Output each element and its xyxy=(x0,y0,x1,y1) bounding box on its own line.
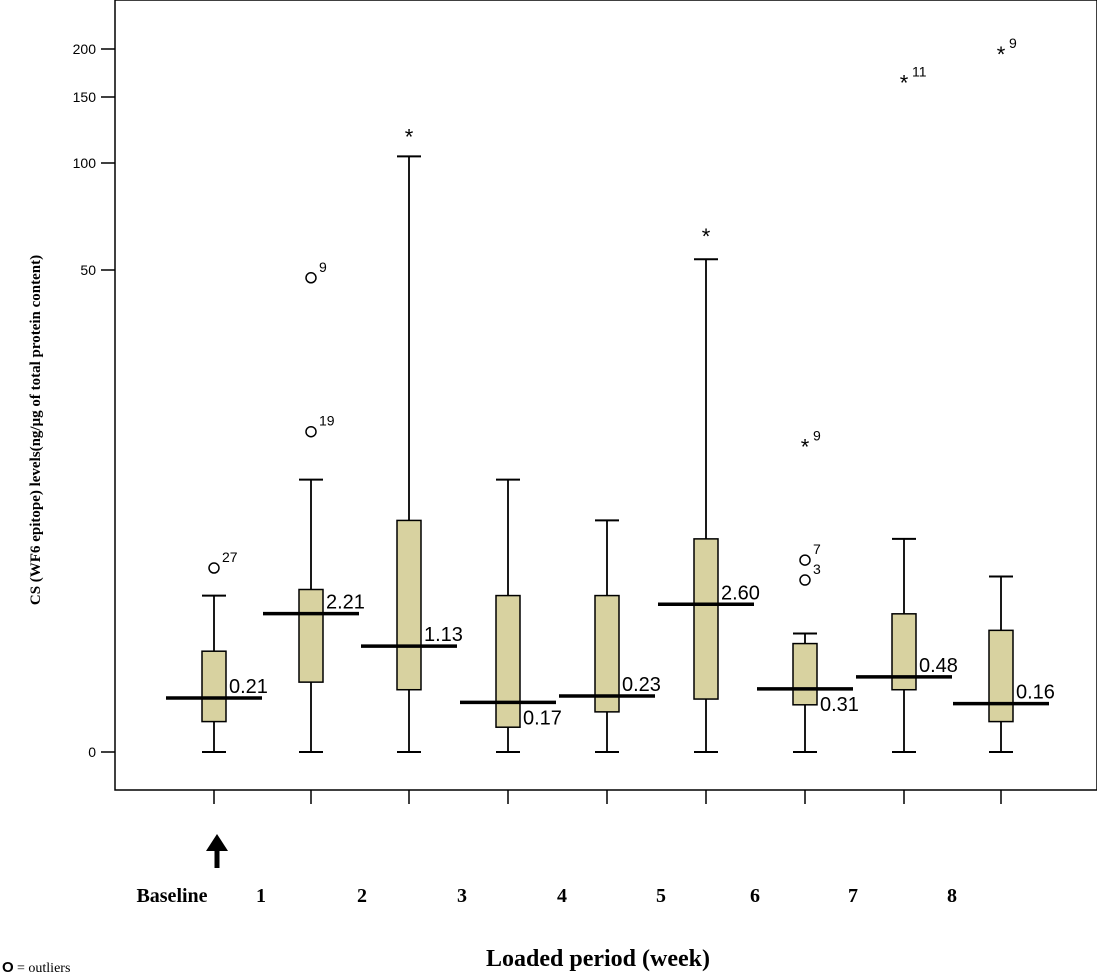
y-tick-label: 100 xyxy=(73,155,97,171)
category-label: 3 xyxy=(457,885,467,907)
x-axis-label: Loaded period (week) xyxy=(486,946,710,972)
y-tick-label: 200 xyxy=(73,41,97,57)
y-axis: 0 50 100 150 200 xyxy=(73,41,115,760)
category-label: 1 xyxy=(256,885,266,907)
box-iqr xyxy=(495,594,521,728)
median-label: 0.16 xyxy=(1016,682,1055,704)
category-label: 5 xyxy=(656,885,666,907)
box-iqr xyxy=(396,519,422,691)
x-axis xyxy=(213,790,1002,804)
median-label: 2.60 xyxy=(721,582,760,604)
outlier-label: 9 xyxy=(319,259,327,275)
category-label: 6 xyxy=(750,885,760,907)
y-axis-label: CS (WF6 epitope) levels(ng/μg of total p… xyxy=(28,255,44,605)
y-tick-label: 150 xyxy=(73,89,97,105)
box-group: 2.60 * xyxy=(658,224,760,753)
box-iqr xyxy=(298,588,324,683)
outlier-star: * xyxy=(801,434,810,459)
outlier-label: 11 xyxy=(912,64,927,80)
median-label: 0.48 xyxy=(919,655,958,677)
median-label: 0.23 xyxy=(622,674,661,696)
box-group: 0.31 * 9 7 3 xyxy=(757,427,859,753)
box-group: 0.21 27 xyxy=(166,549,268,753)
legend-outlier-text: = outliers xyxy=(17,961,70,975)
outlier-label: 3 xyxy=(813,561,821,577)
box-group: 0.23 xyxy=(559,519,661,753)
plot-frame xyxy=(114,0,1097,791)
median-label: 0.21 xyxy=(229,676,268,698)
category-label: 4 xyxy=(557,885,567,907)
box-iqr xyxy=(792,642,818,706)
outlier-star: * xyxy=(900,71,909,96)
outlier-circle xyxy=(305,272,317,284)
box-iqr xyxy=(988,629,1014,723)
outlier-circle xyxy=(799,574,811,586)
legend-outlier-symbol: O xyxy=(2,959,14,975)
outlier-circle xyxy=(305,425,317,438)
box-group: 0.48 * 11 xyxy=(856,64,958,753)
outlier-circle xyxy=(208,562,220,574)
box-iqr xyxy=(693,538,719,700)
outlier-star: * xyxy=(405,125,414,150)
outlier-label: 9 xyxy=(813,427,821,443)
outlier-label: 19 xyxy=(319,413,335,429)
median-label: 0.31 xyxy=(820,694,859,716)
outlier-star: * xyxy=(702,224,711,249)
category-label: 7 xyxy=(848,885,858,907)
box-iqr xyxy=(201,650,227,723)
baseline-arrow-icon xyxy=(206,834,228,868)
median-label: 0.17 xyxy=(523,707,562,729)
y-tick-label: 0 xyxy=(88,744,96,760)
box-group: 1.13 * xyxy=(361,125,463,753)
box-group: 0.17 xyxy=(460,478,562,753)
category-label: Baseline xyxy=(136,885,207,907)
outlier-label: 27 xyxy=(222,549,238,565)
legend-note: O = outliers xyxy=(2,959,70,975)
y-tick-label: 50 xyxy=(80,262,96,278)
median-label: 1.13 xyxy=(424,624,463,646)
box-group: 0.16 * 9 xyxy=(953,35,1055,753)
category-labels: Baseline 1 2 3 4 5 6 7 8 xyxy=(136,885,957,907)
median-label: 2.21 xyxy=(326,592,365,614)
outlier-label: 7 xyxy=(813,541,821,557)
outlier-label: 9 xyxy=(1009,35,1017,51)
category-label: 8 xyxy=(947,885,957,907)
outlier-star: * xyxy=(997,42,1006,67)
box-iqr xyxy=(594,594,620,713)
category-label: 2 xyxy=(357,885,367,907)
box-group: 2.21 9 19 xyxy=(263,259,365,753)
outlier-circle xyxy=(799,554,811,566)
